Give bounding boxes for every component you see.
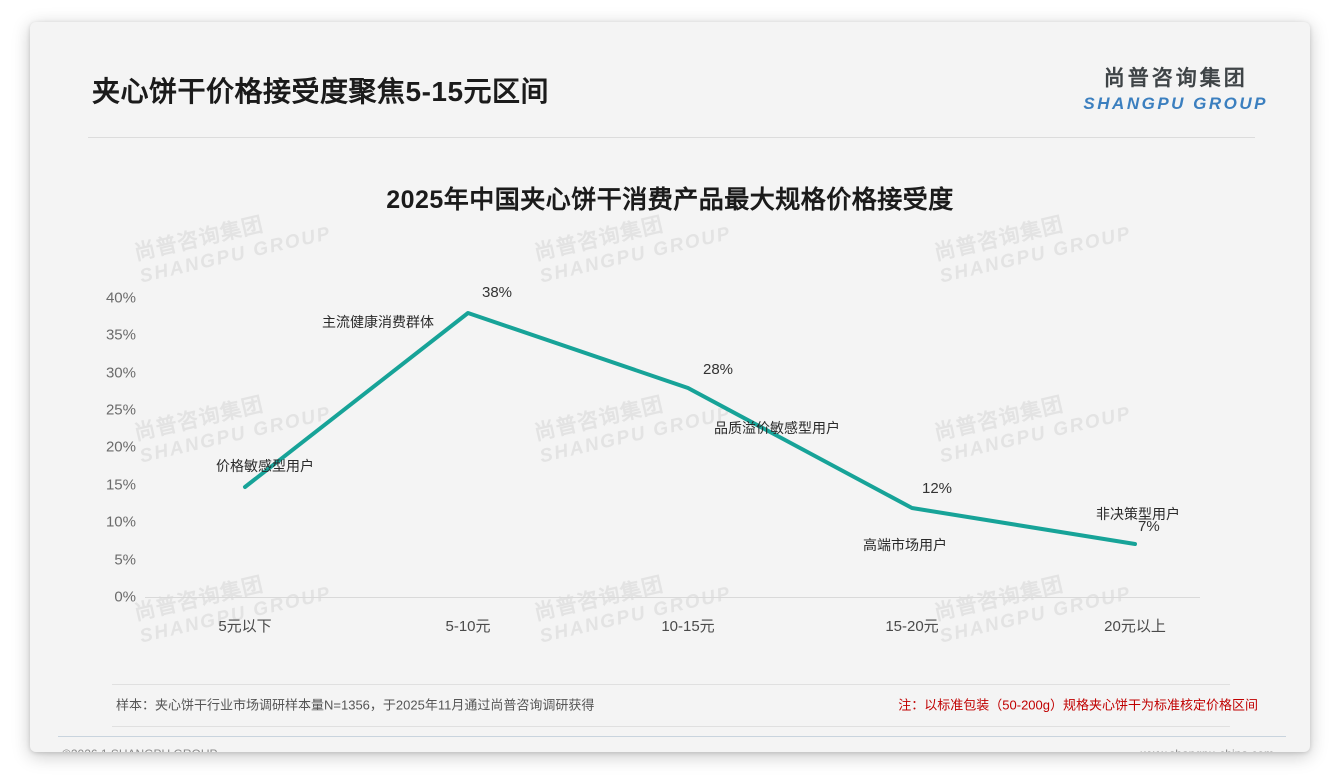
annotation: 品质溢价敏感型用户	[714, 420, 840, 436]
annotation: 非决策型用户	[1096, 506, 1180, 522]
y-axis-tick: 0%	[114, 588, 136, 606]
slide-canvas: 尚普咨询集团 SHANGPU GROUP 尚普咨询集团 SHANGPU GROU…	[30, 22, 1310, 752]
x-axis-tick: 5元以下	[218, 618, 272, 635]
y-axis-tick: 15%	[105, 476, 136, 494]
sample-note: 样本：夹心饼干行业市场调研样本量N=1356，于2025年11月通过尚普咨询调研…	[116, 697, 595, 713]
data-label: 38%	[482, 284, 513, 301]
x-axis-tick: 10-15元	[661, 618, 715, 635]
series-line	[243, 311, 1137, 546]
series-line-group	[243, 311, 1137, 546]
y-axis-tick: 5%	[114, 551, 136, 569]
remark-note: 注：以标准包装（50-200g）规格夹心饼干为标准核定价格区间	[898, 697, 1258, 713]
annotation: 价格敏感型用户	[216, 458, 314, 474]
website-link[interactable]: www.shangpu-china.com	[1141, 747, 1274, 752]
brand-name-cn: 尚普咨询集团	[1103, 67, 1248, 90]
slide-header: 夹心饼干价格接受度聚焦5-15元区间 尚普咨询集团 SHANGPU GROUP	[30, 22, 1310, 114]
x-axis-line	[145, 597, 1200, 598]
x-axis-tick: 5-10元	[445, 618, 491, 635]
data-label: 28%	[703, 361, 734, 378]
notes-divider-bottom	[112, 726, 1230, 727]
line-chart: 40% 35% 30% 25% 20% 15% 10% 5% 0% 38% 28…	[30, 22, 1310, 752]
page-title: 夹心饼干价格接受度聚焦5-15元区间	[92, 76, 550, 107]
footer-divider	[58, 736, 1286, 737]
data-label: 12%	[922, 480, 953, 497]
y-axis-tick: 20%	[105, 438, 136, 456]
copyright-text: ©2026.1 SHANGPU GROUP	[62, 747, 218, 752]
chart-title: 2025年中国夹心饼干消费产品最大规格价格接受度	[386, 186, 954, 214]
y-axis-tick: 30%	[105, 364, 136, 382]
annotation: 主流健康消费群体	[322, 314, 434, 330]
brand-name-en: SHANGPU GROUP	[1083, 94, 1268, 113]
brand-logo: 尚普咨询集团 SHANGPU GROUP	[1083, 62, 1268, 114]
x-axis-tick: 15-20元	[885, 618, 939, 635]
data-label: 7%	[1138, 518, 1160, 535]
header-divider	[88, 137, 1255, 138]
y-axis-tick: 25%	[105, 401, 136, 419]
annotation: 高端市场用户	[863, 537, 947, 553]
x-axis-tick: 20元以上	[1104, 618, 1166, 635]
y-axis-tick: 40%	[105, 289, 136, 307]
y-axis-tick: 10%	[105, 513, 136, 531]
y-axis-tick: 35%	[105, 326, 136, 344]
notes-divider-top	[112, 684, 1230, 685]
